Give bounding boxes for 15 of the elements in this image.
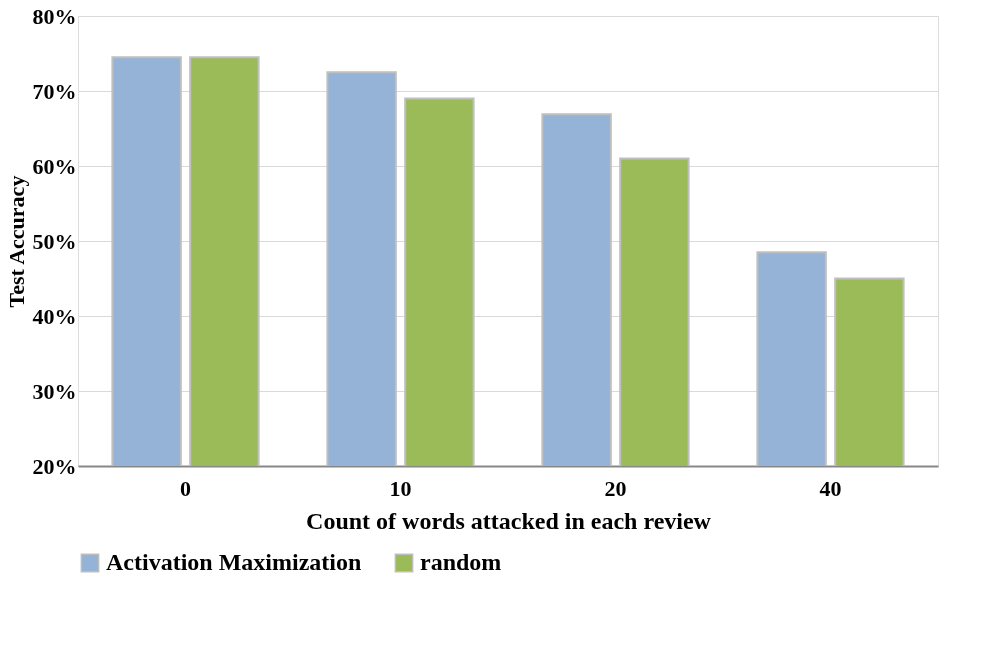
legend-label: random xyxy=(420,549,502,575)
y-tick-label: 60% xyxy=(32,153,77,179)
x-tick-label: 10 xyxy=(389,475,412,501)
y-tick-label: 30% xyxy=(32,378,77,404)
x-tick-label: 20 xyxy=(604,475,627,501)
y-tick-label: 20% xyxy=(32,453,77,479)
x-tick-label: 40 xyxy=(819,475,842,501)
x-tick-label: 0 xyxy=(180,475,191,501)
y-axis-title: Test Accuracy xyxy=(3,175,29,308)
y-tick-label: 70% xyxy=(32,78,77,104)
y-tick-label: 80% xyxy=(32,3,77,29)
y-tick-label: 50% xyxy=(32,228,77,254)
y-tick-label: 40% xyxy=(32,303,77,329)
x-axis-title: Count of words attacked in each review xyxy=(306,507,712,534)
legend-label: Activation Maximization xyxy=(106,549,362,575)
